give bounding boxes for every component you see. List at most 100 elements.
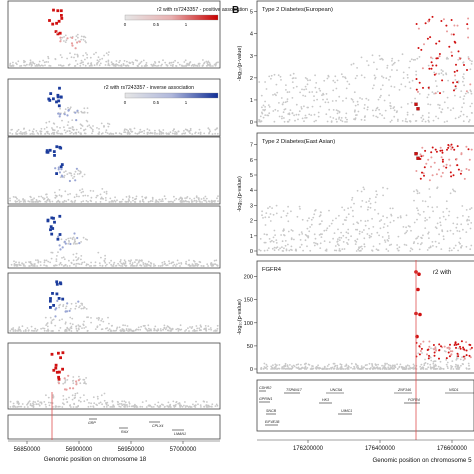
snp-point [295, 249, 297, 252]
snp-point [195, 400, 197, 403]
lead-snp-point [58, 145, 62, 149]
snp-point [66, 124, 69, 126]
gene-label-fgfr4: FGFR4 [408, 398, 420, 402]
snp-point [75, 325, 78, 327]
snp-point [32, 131, 35, 133]
snp-point [294, 77, 297, 79]
snp-point [76, 33, 79, 36]
snp-point [200, 406, 202, 408]
snp-point [43, 264, 45, 266]
snp-point [83, 35, 85, 38]
snp-point [397, 235, 400, 238]
snp-point [17, 329, 20, 332]
gene-label-unc5a: UNC5A [330, 388, 343, 392]
snp-point [132, 330, 135, 332]
snp-point [392, 219, 395, 222]
snp-point [344, 368, 347, 370]
ld-snp-point [417, 47, 420, 49]
snp-point [353, 110, 356, 113]
snp-point [14, 406, 17, 408]
snp-point [45, 126, 48, 129]
ld-snp-point [56, 31, 59, 34]
ld-snp-point [75, 167, 78, 170]
ld-snp-point [65, 388, 68, 391]
snp-point [151, 198, 154, 200]
snp-point [12, 330, 15, 332]
snp-point [355, 366, 358, 368]
snp-point [16, 265, 19, 267]
ld-snp-point [419, 343, 422, 345]
snp-point [89, 126, 92, 129]
snp-point [52, 131, 54, 134]
snp-point [76, 55, 79, 58]
ld-snp-point [445, 24, 448, 27]
snp-point [67, 193, 69, 196]
snp-point [90, 196, 93, 199]
snp-point [93, 402, 96, 405]
snp-point [447, 79, 449, 82]
ld-snp-point [428, 179, 431, 182]
snp-point [179, 324, 182, 327]
snp-point [281, 103, 284, 106]
ld-snp-point [434, 148, 437, 151]
snp-point [214, 128, 217, 131]
ld-snp-point [469, 348, 472, 351]
snp-point [69, 36, 72, 39]
snp-point [416, 192, 419, 195]
snp-point [383, 239, 386, 242]
snp-point [58, 263, 61, 266]
snp-point [368, 236, 371, 239]
ld-snp-point [431, 64, 434, 67]
snp-point [412, 59, 415, 61]
snp-point [127, 330, 130, 332]
snp-point [338, 244, 340, 247]
lead-snp-point [54, 30, 58, 33]
snp-point [417, 212, 420, 215]
snp-point [352, 101, 355, 103]
snp-point [402, 71, 405, 74]
snp-point [38, 60, 41, 63]
snp-point [78, 375, 80, 378]
snp-point [377, 249, 380, 252]
ld-snp-point [424, 149, 427, 152]
snp-point [454, 117, 457, 120]
snp-point [301, 367, 304, 369]
snp-point [13, 260, 15, 263]
snp-point [123, 60, 126, 62]
snp-point [158, 129, 161, 132]
snp-point [195, 196, 198, 199]
snp-point [64, 330, 67, 332]
legend-inverse-title: r2 with rs7243357 - inverse association [104, 85, 194, 91]
snp-point [275, 204, 278, 207]
snp-point [304, 85, 307, 88]
snp-point [269, 213, 272, 215]
snp-point [74, 65, 77, 67]
snp-point [182, 200, 185, 203]
ld-snp-point [71, 36, 74, 40]
ld-snp-point [68, 309, 71, 312]
snp-point [465, 245, 468, 248]
legend-positive-colorbar [124, 14, 219, 21]
snp-point [75, 305, 78, 308]
lead-snp-point [52, 368, 56, 372]
snp-point [106, 132, 109, 135]
snp-point [75, 131, 77, 134]
snp-point [189, 129, 192, 132]
snp-point [26, 63, 28, 66]
snp-point [92, 190, 95, 192]
snp-point [168, 260, 170, 263]
snp-point [134, 132, 137, 135]
snp-point [137, 328, 140, 331]
snp-point [85, 264, 88, 267]
snp-point [374, 109, 377, 112]
snp-point [40, 401, 43, 404]
snp-point [98, 262, 101, 265]
snp-point [423, 362, 426, 365]
ld-snp-point [446, 148, 448, 151]
snp-point [360, 245, 363, 248]
gene-label-gprin1: GPRIN1 [259, 397, 272, 401]
snp-point [291, 249, 293, 252]
ld-snp-point [64, 242, 67, 245]
snp-point [376, 231, 379, 234]
snp-point [77, 131, 80, 134]
